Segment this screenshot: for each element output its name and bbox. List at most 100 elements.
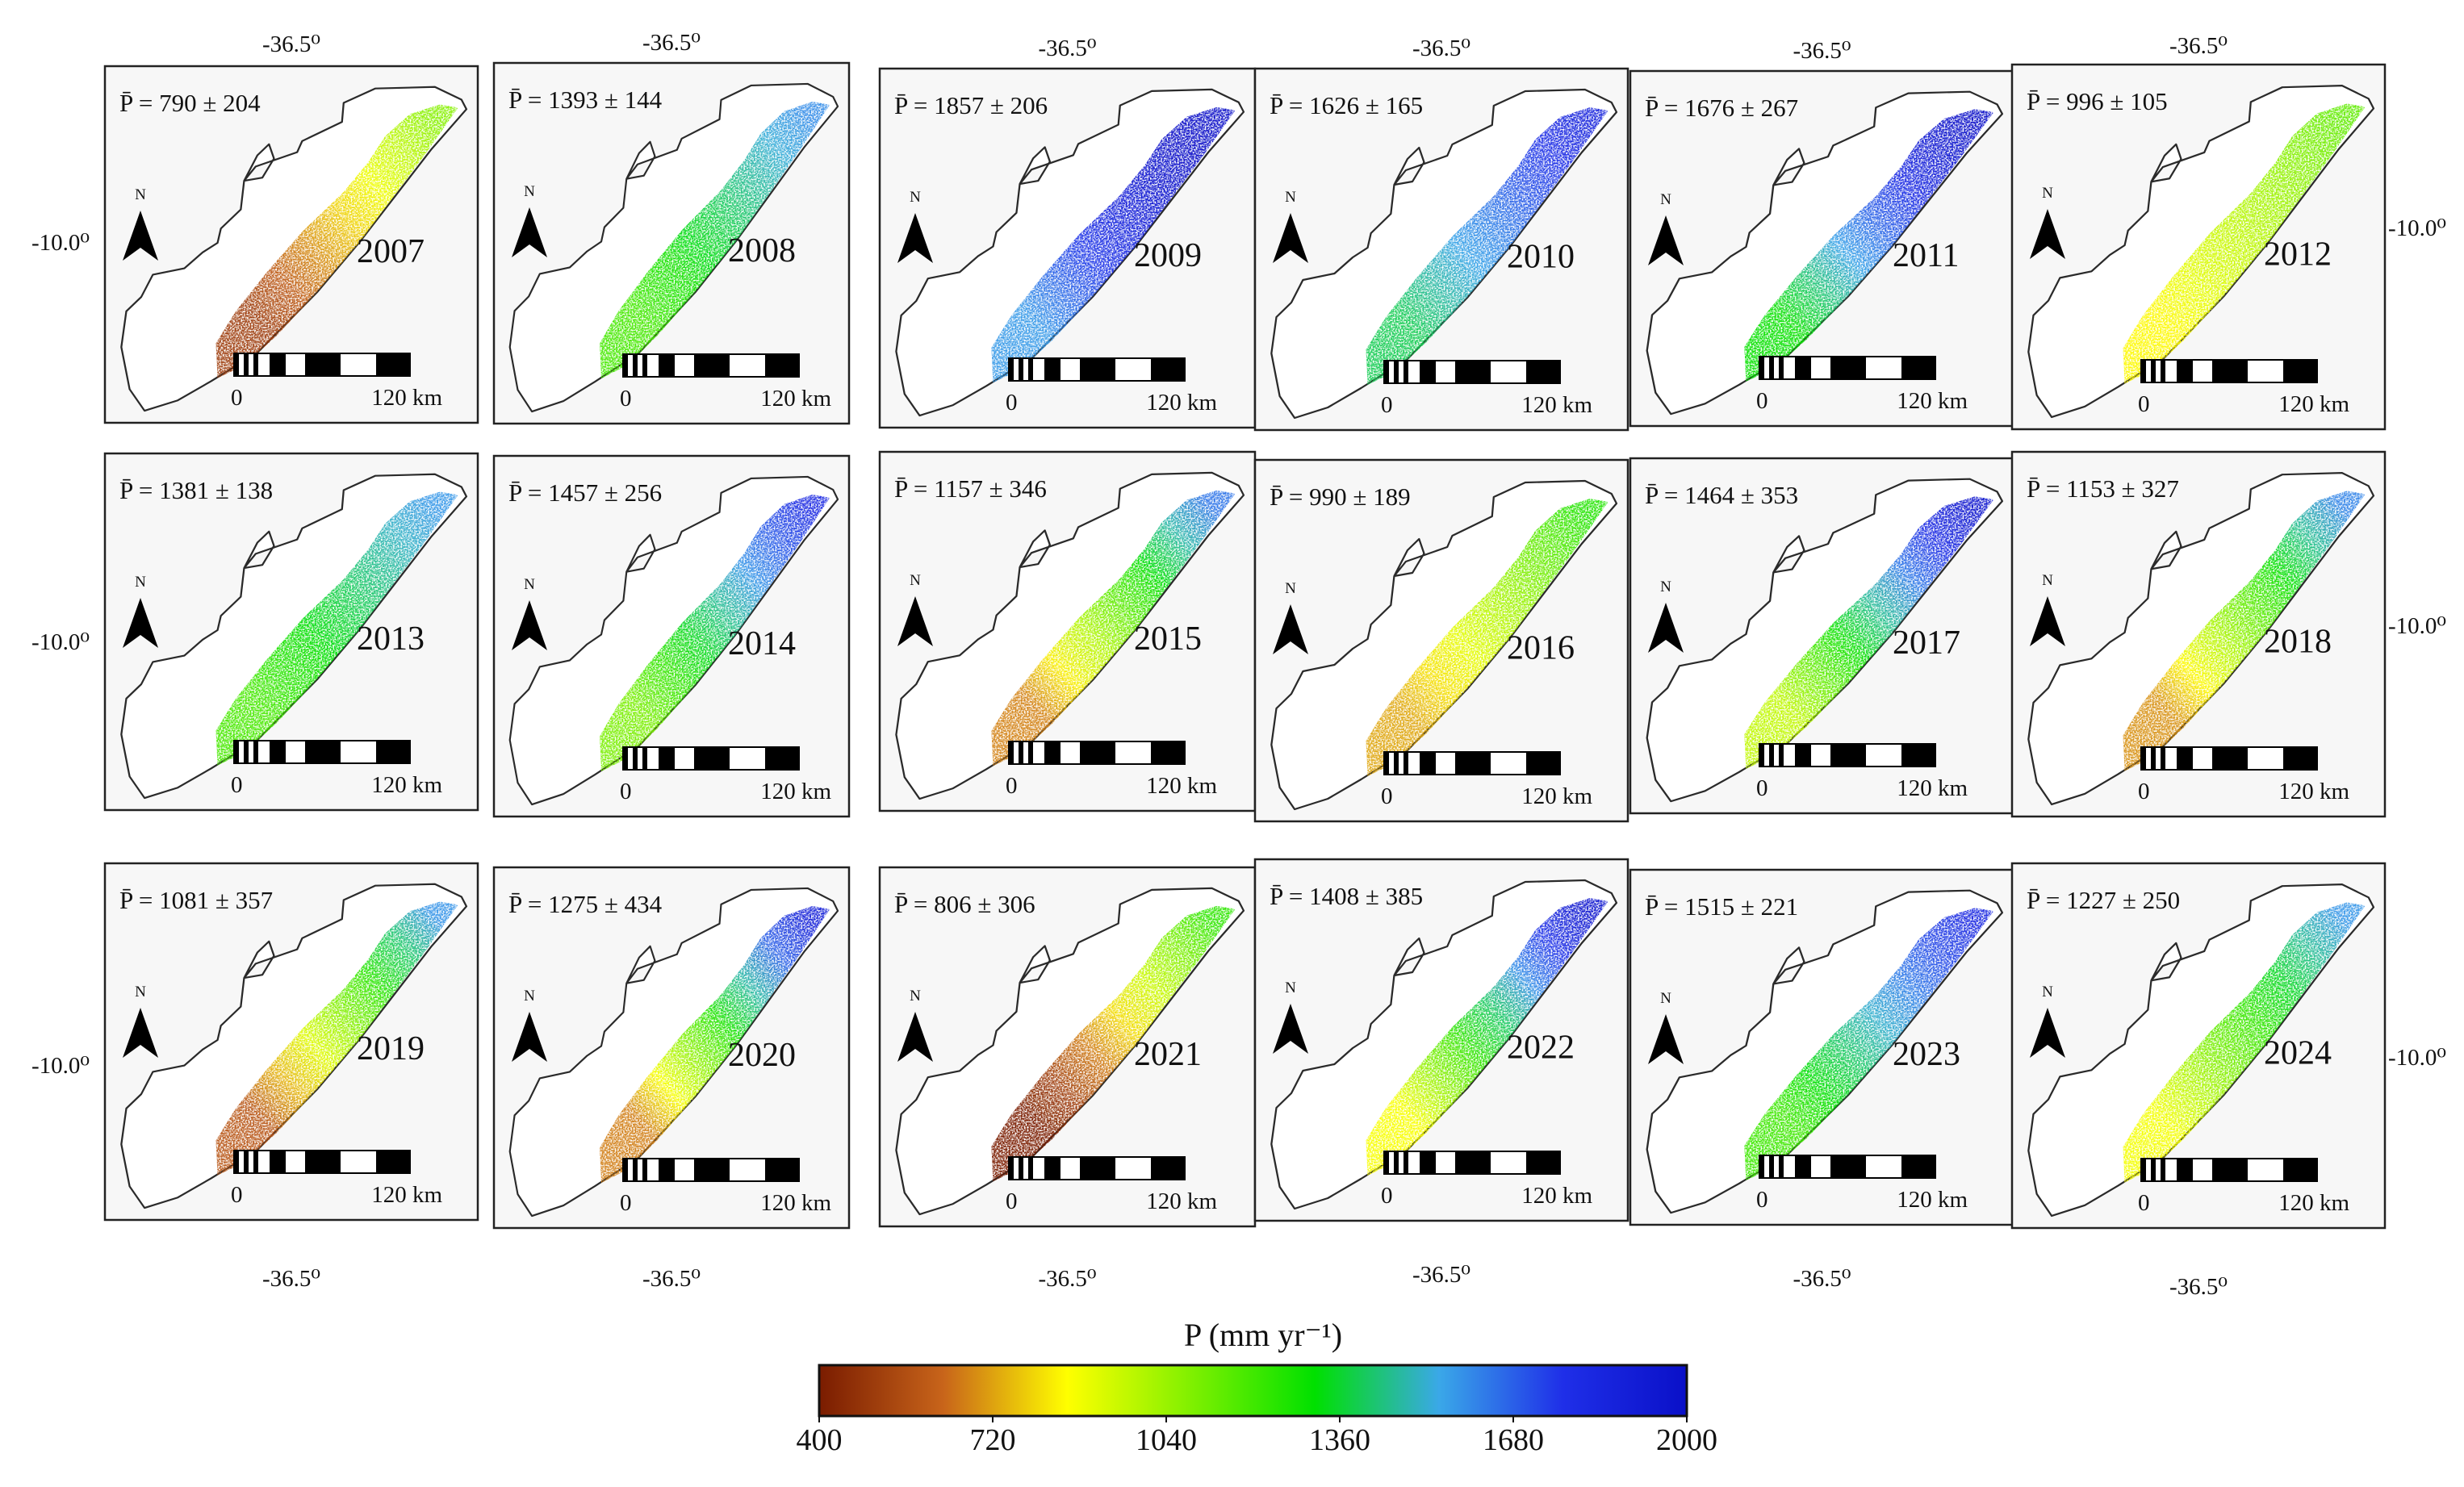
longitude-label-top: -36.5⁰ [262, 31, 320, 57]
mean-precip-label: P̄ = 1381 ± 138 [119, 476, 273, 504]
north-arrow-shape [1648, 603, 1684, 653]
latitude-label-right: -10.0⁰ [2388, 215, 2446, 241]
mean-precip-label: P̄ = 1081 ± 357 [119, 886, 273, 914]
longitude-label-bottom: -36.5⁰ [1412, 1262, 1470, 1288]
north-arrow-icon: N [2030, 984, 2065, 1058]
north-arrow-shape [1648, 215, 1684, 265]
scale-start-label: 0 [231, 385, 243, 411]
year-label: 2009 [1134, 237, 1202, 274]
north-arrow-shape [1648, 1014, 1684, 1064]
mean-precip-label: P̄ = 1275 ± 434 [508, 890, 663, 918]
longitude-label-top: -36.5⁰ [1038, 36, 1096, 61]
scale-bar: 0 120 km [620, 746, 831, 804]
scale-start-label: 0 [2138, 1190, 2150, 1216]
year-label: 2010 [1507, 238, 1575, 275]
scale-end-label: 120 km [1897, 1187, 1968, 1213]
scale-start-label: 0 [2138, 779, 2150, 804]
scale-end-label: 120 km [371, 772, 442, 798]
map-panel-2010: P̄ = 1626 ± 165 N 2010 0 120 km [1253, 67, 1629, 432]
north-arrow-icon: N [1648, 579, 1684, 653]
scale-start-label: 0 [1381, 783, 1393, 809]
mean-precip-label: P̄ = 996 ± 105 [2027, 87, 2168, 115]
colorbar-tick-label: 1680 [1483, 1423, 1544, 1457]
north-arrow-icon: N [123, 186, 158, 261]
north-arrow-icon: N [897, 189, 933, 263]
precipitation-raster [600, 101, 830, 379]
mean-precip-label: P̄ = 1464 ± 353 [1645, 481, 1798, 509]
study-area-map [508, 82, 839, 413]
north-arrow-shape [512, 1012, 547, 1062]
study-area-map [1270, 879, 1618, 1210]
north-arrow-shape [512, 207, 547, 257]
year-label: 2019 [357, 1030, 425, 1067]
north-arrow-icon: N [512, 183, 547, 257]
north-label: N [524, 576, 535, 593]
year-label: 2011 [1893, 237, 1959, 274]
north-arrow-icon: N [123, 984, 158, 1058]
mean-precip-label: P̄ = 790 ± 204 [119, 89, 261, 117]
precipitation-raster [2123, 103, 2366, 384]
scale-start-label: 0 [1381, 1183, 1393, 1209]
north-label: N [135, 186, 146, 203]
scale-start-label: 0 [620, 1190, 632, 1216]
precipitation-raster [215, 491, 458, 766]
north-label: N [524, 183, 535, 200]
precipitation-raster [1744, 496, 1994, 769]
precipitation-raster [2123, 902, 2366, 1183]
north-arrow-shape [1273, 604, 1308, 654]
scale-bar: 0 120 km [231, 1150, 442, 1208]
colorbar-tick-label: 400 [797, 1423, 843, 1457]
latitude-label-left: -10.0⁰ [31, 230, 90, 256]
scale-end-label: 120 km [1146, 1188, 1217, 1214]
scale-bar: 0 120 km [2138, 1158, 2349, 1216]
north-label: N [1285, 580, 1296, 597]
map-panel-2014: P̄ = 1457 ± 256 N 2014 0 120 km [492, 454, 851, 818]
north-arrow-icon: N [1273, 189, 1308, 263]
scale-bar: 0 120 km [1006, 357, 1217, 416]
north-arrow-icon: N [1273, 580, 1308, 654]
colorbar-gradient [818, 1364, 1688, 1418]
year-label: 2014 [728, 625, 796, 662]
precipitation-raster [1366, 499, 1609, 776]
precipitation-raster [1744, 109, 1994, 382]
year-label: 2013 [357, 620, 425, 658]
scale-end-label: 120 km [2278, 779, 2349, 804]
scale-end-label: 120 km [760, 1190, 831, 1216]
scale-start-label: 0 [1006, 390, 1018, 416]
colorbar-ticks: 400 720 1040 1360 1680 2000 [797, 1416, 1717, 1457]
scale-start-label: 0 [1756, 388, 1768, 414]
latitude-label-left: -10.0⁰ [31, 629, 90, 655]
precipitation-raster [1366, 107, 1609, 385]
colorbar-tick-label: 2000 [1656, 1423, 1717, 1457]
map-panel-2020: P̄ = 1275 ± 434 N 2020 0 120 km [492, 866, 851, 1230]
map-panel-2019: P̄ = 1081 ± 357 N 2019 0 120 km [103, 862, 479, 1222]
study-area-map [1270, 88, 1618, 420]
scale-start-label: 0 [1756, 775, 1768, 801]
north-label: N [1285, 189, 1296, 206]
scale-bar: 0 120 km [620, 353, 831, 411]
north-label: N [2042, 572, 2053, 589]
map-panel-2011: P̄ = 1676 ± 267 N 2011 0 120 km [1629, 69, 2015, 428]
scale-end-label: 120 km [371, 1182, 442, 1208]
north-arrow-shape [123, 211, 158, 261]
north-arrow-icon: N [897, 572, 933, 646]
north-label: N [1660, 990, 1671, 1007]
mean-precip-label: P̄ = 1408 ± 385 [1270, 882, 1423, 910]
longitude-label-top: -36.5⁰ [642, 30, 701, 56]
north-arrow-shape [2030, 209, 2065, 259]
precipitation-raster [215, 104, 458, 378]
map-panel-2018: P̄ = 1153 ± 327 N 2018 0 120 km [2010, 450, 2387, 818]
study-area-map [2027, 883, 2375, 1218]
study-area-map [120, 86, 468, 412]
map-panel-2008: P̄ = 1393 ± 144 N 2008 0 120 km [492, 61, 851, 425]
longitude-label-bottom: -36.5⁰ [642, 1266, 701, 1292]
north-arrow-icon: N [512, 576, 547, 650]
mean-precip-label: P̄ = 1515 ± 221 [1645, 892, 1798, 921]
latitude-label-right: -10.0⁰ [2388, 613, 2446, 639]
study-area-map [895, 88, 1245, 417]
north-arrow-icon: N [512, 988, 547, 1062]
scale-bar: 0 120 km [1756, 356, 1968, 414]
north-arrow-shape [2030, 1008, 2065, 1058]
colorbar-tick-label: 720 [970, 1423, 1016, 1457]
study-area-map [895, 887, 1245, 1216]
